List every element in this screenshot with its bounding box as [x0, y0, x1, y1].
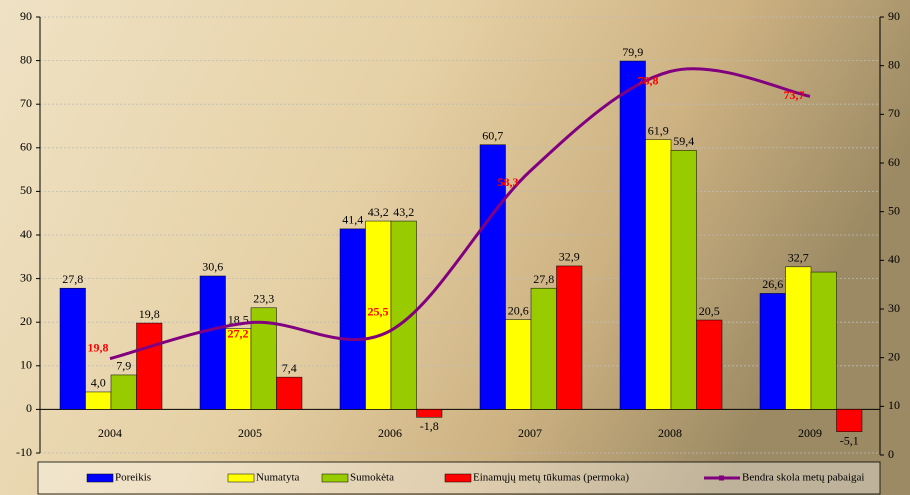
bar	[836, 409, 863, 432]
value-label: 60,7	[482, 128, 503, 142]
x-tick-label: 2004	[98, 426, 122, 440]
legend-label: Sumokėta	[350, 472, 394, 484]
y2-tick-label: 90	[888, 9, 900, 23]
value-label: -5,1	[840, 433, 859, 447]
bar	[505, 319, 532, 410]
line-value-label: 73,7	[784, 88, 805, 102]
bar	[276, 376, 303, 410]
y2-tick-label: 50	[888, 203, 900, 217]
legend-label: Numatyta	[256, 472, 299, 484]
bar	[696, 319, 723, 410]
value-label: 43,2	[368, 205, 389, 219]
value-label: 20,5	[699, 304, 720, 318]
value-label: 23,3	[253, 292, 274, 306]
value-label: 32,9	[559, 250, 580, 264]
y-tick-label: 10	[20, 358, 32, 372]
legend-label: Einamųjų metų tūkumas (permoka)	[473, 472, 629, 484]
x-tick-label: 2007	[518, 426, 542, 440]
value-label: 59,4	[673, 134, 694, 148]
x-tick-label: 2009	[798, 426, 822, 440]
y2-tick-label: 80	[888, 57, 900, 71]
line-value-label: 25,5	[368, 305, 389, 319]
bar	[530, 287, 557, 410]
bar	[85, 391, 112, 410]
bar	[59, 287, 86, 410]
y2-tick-label: 20	[888, 349, 900, 363]
bar	[759, 293, 786, 410]
value-label: 43,2	[393, 205, 414, 219]
y-tick-label: 20	[20, 314, 32, 328]
y-tick-label: 0	[26, 401, 32, 415]
line-value-label: 19,8	[88, 340, 109, 354]
y-tick-label: 60	[20, 140, 32, 154]
bar	[556, 265, 583, 410]
value-label: 27,8	[62, 272, 83, 286]
x-tick-label: 2008	[658, 426, 682, 440]
bar	[110, 374, 137, 410]
value-label: -1,8	[420, 419, 439, 433]
bar	[670, 150, 697, 410]
value-label: 30,6	[202, 260, 223, 274]
value-label: 79,9	[622, 45, 643, 59]
y-tick-label: 90	[20, 9, 32, 23]
value-label: 19,8	[139, 307, 160, 321]
value-label: 41,4	[342, 213, 363, 227]
bar	[785, 266, 812, 410]
value-label: 20,6	[508, 303, 529, 317]
value-label: 4,0	[91, 376, 106, 390]
value-label: 7,9	[116, 359, 131, 373]
bar	[479, 144, 506, 410]
legend-label: Poreikis	[115, 472, 151, 484]
bar	[199, 275, 226, 410]
y-tick-label: 30	[20, 270, 32, 284]
bar	[136, 322, 163, 410]
x-tick-label: 2006	[378, 426, 402, 440]
bar	[645, 139, 672, 410]
y-tick-label: 40	[20, 227, 32, 241]
bar	[619, 60, 646, 410]
legend-swatch	[227, 473, 255, 483]
y2-tick-label: 30	[888, 301, 900, 315]
y2-tick-label: 70	[888, 106, 900, 120]
legend-swatch	[444, 473, 472, 483]
bar	[416, 409, 443, 418]
bar	[365, 220, 392, 410]
y2-tick-label: 40	[888, 252, 900, 266]
y2-tick-label: 60	[888, 155, 900, 169]
line	[109, 67, 811, 361]
y-tick-label: 50	[20, 183, 32, 197]
line-value-label: 27,2	[228, 326, 249, 340]
legend-label: Bendra skola metų pabaigai	[742, 472, 865, 484]
y-tick-label: 80	[20, 52, 32, 66]
value-label: 27,8	[533, 272, 554, 286]
y2-tick-label: 0	[888, 447, 894, 461]
legend-marker	[719, 475, 724, 481]
line-value-label: 78,8	[638, 73, 659, 87]
value-label: 61,9	[648, 123, 669, 137]
line-value-label: 58,3	[498, 175, 519, 189]
bar	[810, 271, 837, 410]
y-tick-label: 70	[20, 96, 32, 110]
legend-swatch	[321, 473, 349, 483]
value-label: 26,6	[762, 277, 783, 291]
x-tick-label: 2005	[238, 426, 262, 440]
legend-swatch	[86, 473, 114, 483]
bar	[339, 228, 366, 410]
value-label: 7,4	[282, 361, 297, 375]
bar	[225, 328, 252, 410]
value-label: 32,7	[788, 251, 809, 265]
y2-tick-label: 10	[888, 398, 900, 412]
y-tick-label: -10	[16, 445, 32, 459]
